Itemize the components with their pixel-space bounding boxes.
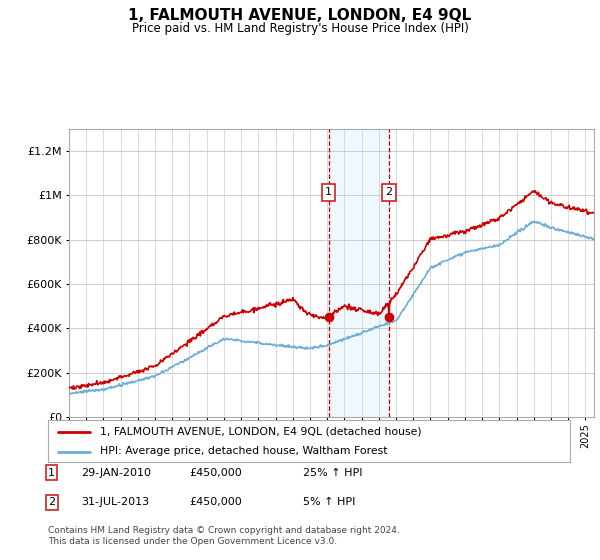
Text: 1, FALMOUTH AVENUE, LONDON, E4 9QL (detached house): 1, FALMOUTH AVENUE, LONDON, E4 9QL (deta…: [100, 427, 422, 437]
Text: £450,000: £450,000: [189, 497, 242, 507]
Text: 25% ↑ HPI: 25% ↑ HPI: [303, 468, 362, 478]
Text: 1, FALMOUTH AVENUE, LONDON, E4 9QL: 1, FALMOUTH AVENUE, LONDON, E4 9QL: [128, 8, 472, 24]
Text: HPI: Average price, detached house, Waltham Forest: HPI: Average price, detached house, Walt…: [100, 446, 388, 456]
Text: 5% ↑ HPI: 5% ↑ HPI: [303, 497, 355, 507]
Text: Contains HM Land Registry data © Crown copyright and database right 2024.
This d: Contains HM Land Registry data © Crown c…: [48, 526, 400, 546]
Text: 2: 2: [48, 497, 55, 507]
Text: 29-JAN-2010: 29-JAN-2010: [81, 468, 151, 478]
Text: 31-JUL-2013: 31-JUL-2013: [81, 497, 149, 507]
Bar: [329, 129, 389, 417]
Text: Price paid vs. HM Land Registry's House Price Index (HPI): Price paid vs. HM Land Registry's House …: [131, 22, 469, 35]
Text: 1: 1: [325, 187, 332, 197]
Text: 1: 1: [48, 468, 55, 478]
Text: 2: 2: [385, 187, 392, 197]
Text: £450,000: £450,000: [189, 468, 242, 478]
